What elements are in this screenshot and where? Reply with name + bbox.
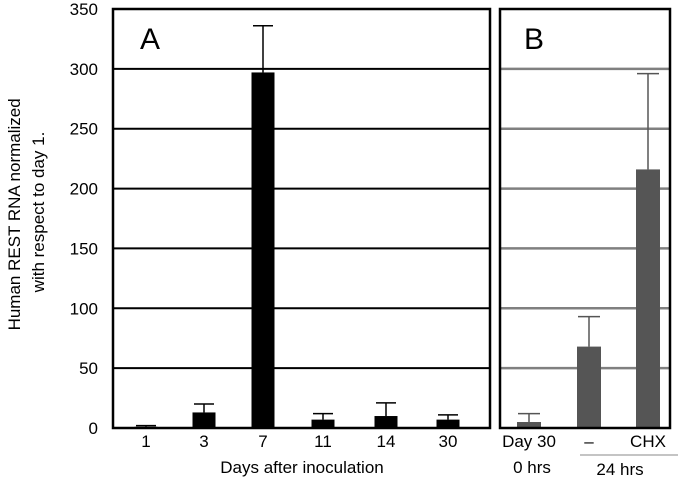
y-tick-label-300: 300: [70, 60, 98, 79]
panel-a-bar-2: [251, 72, 275, 428]
y-tick-label-150: 150: [70, 239, 98, 258]
panel-a-x-tick-label-0: 1: [141, 432, 150, 451]
panel-a-x-axis-title: Days after inoculation: [220, 458, 383, 477]
y-tick-label-200: 200: [70, 180, 98, 199]
panel-a-bar-5: [436, 419, 460, 428]
panel-a-x-tick-label-4: 14: [377, 432, 396, 451]
y-tick-labels: 0 50 100 150 200 250 300 350: [70, 0, 98, 438]
panel-b-bar-0: [517, 422, 541, 428]
panel-a-x-tick-label-2: 7: [258, 432, 267, 451]
panel-b-bars: [517, 72, 660, 428]
panel-a-x-tick-label-1: 3: [199, 432, 208, 451]
y-axis-title-line-1: Human REST RNA normalized: [5, 98, 24, 330]
panel-b-x-tick-label-0: Day 30: [502, 432, 556, 451]
y-tick-label-50: 50: [79, 359, 98, 378]
y-tick-label-0: 0: [89, 419, 98, 438]
panel-b-bar-1: [577, 346, 601, 428]
panel-b-x-tick-label-1: –: [584, 432, 594, 451]
y-axis-title: Human REST RNA normalized with respect t…: [5, 94, 48, 331]
panel-b-x-tick-label-2: CHX: [630, 432, 666, 451]
panel-b-frame: [498, 7, 672, 430]
panel-a-letter: A: [140, 23, 160, 56]
panel-b-sublabel-0hrs: 0 hrs: [513, 458, 551, 477]
panel-b-x-tick-labels: Day 30 – CHX: [502, 432, 666, 451]
panel-a-gridlines: [113, 67, 490, 370]
panel-a-bars: [134, 25, 460, 428]
panel-a-x-tick-label-5: 30: [439, 432, 458, 451]
panel-a-bar-3: [311, 419, 335, 428]
panel-a-x-tick-label-3: 11: [314, 432, 332, 451]
panel-a-frame: [111, 7, 492, 430]
y-tick-label-350: 350: [70, 0, 98, 19]
panel-b-sublabel-24hrs: 24 hrs: [596, 460, 643, 479]
panel-b-bar-2: [636, 169, 660, 428]
panel-b-letter: B: [524, 23, 544, 56]
y-tick-label-100: 100: [70, 299, 98, 318]
panel-a-bar-1: [192, 412, 216, 428]
y-tick-label-250: 250: [70, 120, 98, 139]
panel-a-bar-4: [374, 416, 398, 428]
y-axis-title-line-2: with respect to day 1.: [29, 132, 48, 294]
panel-a-x-tick-labels: 1 3 7 11 14 30: [141, 432, 457, 451]
